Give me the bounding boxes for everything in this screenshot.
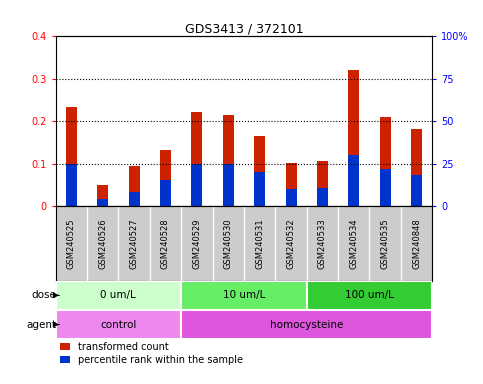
Bar: [285, 189, 297, 207]
Bar: [317, 161, 328, 207]
Bar: [411, 129, 422, 207]
Text: GSM240533: GSM240533: [318, 218, 327, 269]
Bar: [275, 36, 307, 207]
Legend: transformed count, percentile rank within the sample: transformed count, percentile rank withi…: [60, 342, 243, 365]
Text: homocysteine: homocysteine: [270, 319, 343, 329]
Bar: [254, 136, 265, 207]
Bar: [411, 175, 422, 207]
Text: control: control: [100, 319, 137, 329]
Text: GSM240848: GSM240848: [412, 218, 421, 269]
Bar: [380, 117, 391, 207]
Text: 100 um/L: 100 um/L: [345, 290, 394, 300]
Bar: [191, 164, 202, 207]
Bar: [118, 36, 150, 207]
Text: dose: dose: [31, 290, 56, 300]
Text: 10 um/L: 10 um/L: [223, 290, 265, 300]
Bar: [223, 164, 234, 207]
Bar: [348, 71, 359, 207]
Text: GSM240526: GSM240526: [98, 218, 107, 269]
Bar: [128, 192, 140, 207]
Text: agent: agent: [26, 319, 56, 329]
Bar: [97, 199, 108, 207]
Bar: [380, 169, 391, 207]
Bar: [66, 107, 77, 207]
Text: GSM240530: GSM240530: [224, 218, 233, 269]
Text: GSM240528: GSM240528: [161, 218, 170, 269]
Bar: [181, 310, 432, 339]
Bar: [369, 36, 401, 207]
Bar: [338, 36, 369, 207]
Text: 0 um/L: 0 um/L: [100, 290, 136, 300]
Text: GSM240531: GSM240531: [255, 218, 264, 269]
Text: GSM240535: GSM240535: [381, 218, 390, 269]
Bar: [87, 36, 118, 207]
Bar: [160, 180, 171, 207]
Bar: [223, 115, 234, 207]
Title: GDS3413 / 372101: GDS3413 / 372101: [185, 22, 303, 35]
Bar: [317, 188, 328, 207]
Bar: [213, 36, 244, 207]
Bar: [307, 281, 432, 310]
Bar: [348, 156, 359, 207]
Bar: [181, 36, 213, 207]
Bar: [254, 172, 265, 207]
Text: GSM240532: GSM240532: [286, 218, 296, 269]
Text: GSM240527: GSM240527: [129, 218, 139, 269]
Bar: [160, 150, 171, 207]
Text: GSM240525: GSM240525: [67, 218, 76, 269]
Bar: [191, 112, 202, 207]
Text: GSM240529: GSM240529: [192, 218, 201, 269]
Bar: [56, 310, 181, 339]
Bar: [66, 164, 77, 207]
Bar: [244, 36, 275, 207]
Bar: [56, 36, 87, 207]
Bar: [181, 281, 307, 310]
Bar: [285, 163, 297, 207]
Bar: [97, 185, 108, 207]
Text: GSM240534: GSM240534: [349, 218, 358, 269]
Bar: [150, 36, 181, 207]
Bar: [307, 36, 338, 207]
Bar: [56, 281, 181, 310]
Bar: [401, 36, 432, 207]
Bar: [128, 166, 140, 207]
